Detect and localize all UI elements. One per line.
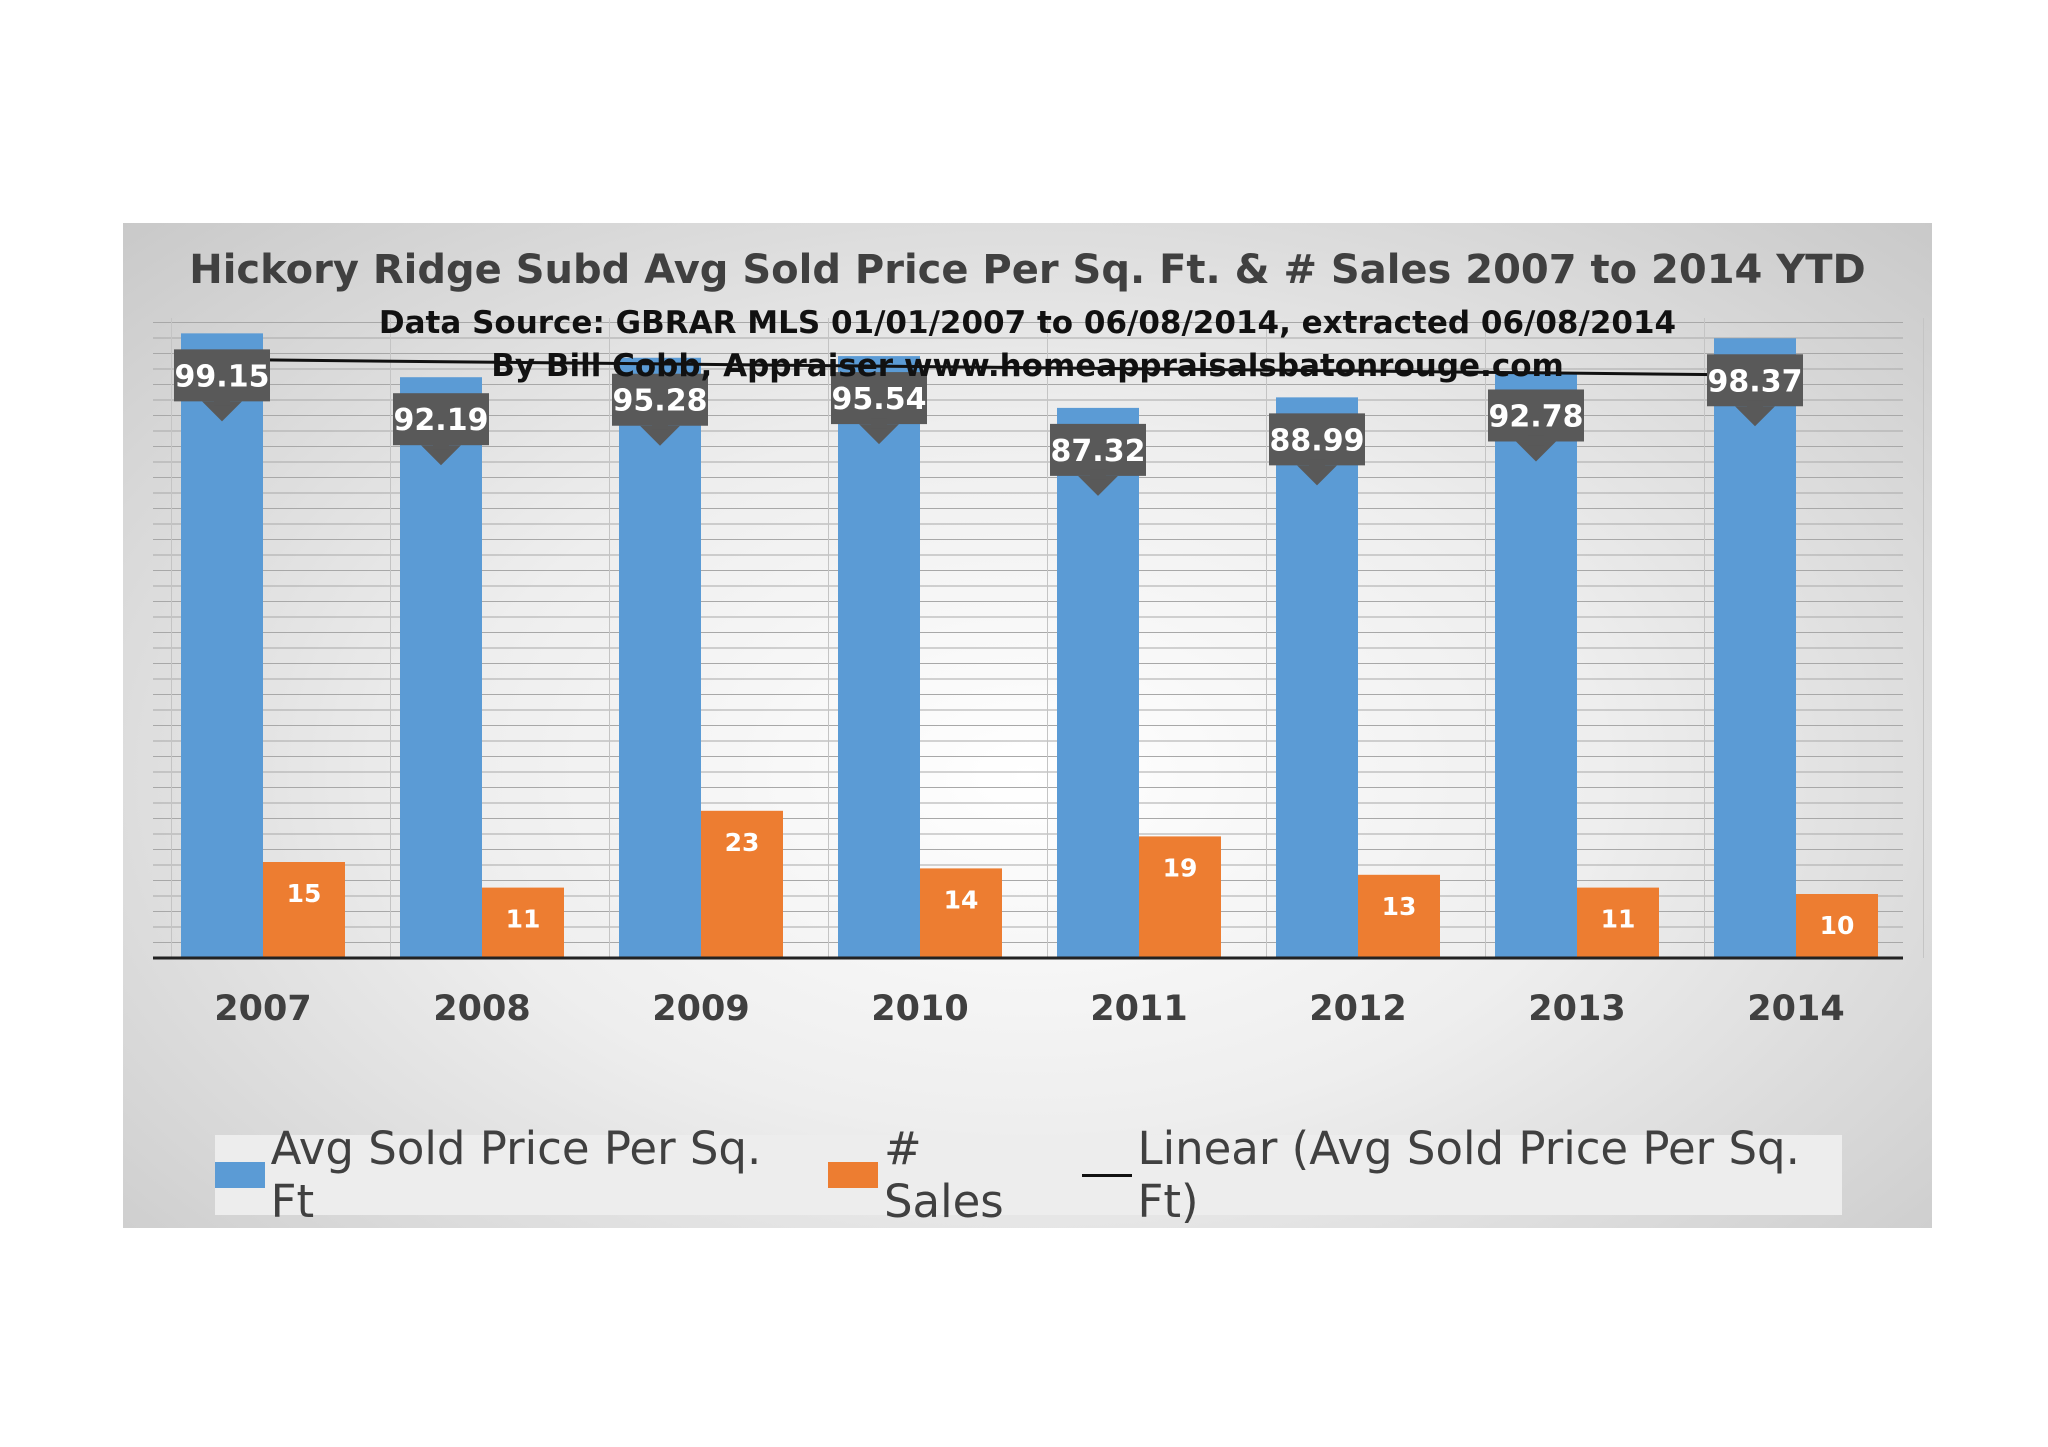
- x-axis: 2007 2008 2009 2010 2011 2012 2013 2014: [153, 956, 1903, 1029]
- data-label-price: 88.99: [1269, 413, 1365, 486]
- bar-avg-price: [181, 333, 263, 959]
- data-label-sales: 23: [725, 828, 760, 857]
- svg-text:88.99: 88.99: [1270, 423, 1365, 458]
- legend-item-trend: Linear (Avg Sold Price Per Sq. Ft): [1081, 1122, 1842, 1228]
- legend-swatch-trend: [1081, 1173, 1132, 1177]
- svg-text:99.15: 99.15: [175, 359, 270, 394]
- data-label-sales: 11: [506, 905, 541, 934]
- data-label-price: 98.37: [1707, 354, 1803, 427]
- legend-swatch-price: [215, 1162, 265, 1188]
- chart-plot: 99.15 15 92.19 11 95.28 23 95.54 14 87.32 19 88.99…: [153, 318, 1924, 1029]
- data-label-price: 92.78: [1488, 389, 1584, 462]
- data-label-sales: 15: [287, 879, 322, 908]
- bar-sales: [482, 887, 564, 958]
- legend-label-sales: # Sales: [883, 1122, 1004, 1228]
- chart-title: Hickory Ridge Subd Avg Sold Price Per Sq…: [189, 247, 1866, 293]
- bar-sales: [1577, 887, 1659, 958]
- trendline-linear: [262, 358, 1797, 377]
- bar-sales: [701, 810, 783, 958]
- svg-text:95.28: 95.28: [613, 384, 708, 419]
- legend-item-price: Avg Sold Price Per Sq. Ft: [215, 1122, 794, 1228]
- data-labels: 99.15 15 92.19 11 95.28 23 95.54 14 87.32 19 88.99…: [174, 349, 1854, 940]
- x-tick-label: 2011: [1090, 989, 1187, 1029]
- data-label-price: 95.54: [831, 372, 927, 445]
- x-tick-label: 2013: [1528, 989, 1625, 1029]
- x-tick-label: 2009: [652, 989, 749, 1029]
- data-label-price: 92.19: [393, 393, 489, 466]
- svg-text:92.19: 92.19: [394, 403, 489, 438]
- bar-sales: [1139, 836, 1221, 958]
- bar-avg-price: [838, 356, 920, 958]
- legend: Avg Sold Price Per Sq. Ft # Sales Linear…: [215, 1122, 1842, 1228]
- legend-item-sales: # Sales: [828, 1122, 1048, 1228]
- bar-sales: [1796, 894, 1878, 958]
- bars: [181, 333, 1878, 959]
- x-tick-label: 2014: [1747, 989, 1844, 1029]
- chart-panel: 99.15 15 92.19 11 95.28 23 95.54 14 87.32 19 88.99…: [123, 223, 1932, 1228]
- x-tick-label: 2007: [214, 989, 311, 1029]
- data-label-price: 95.28: [612, 373, 708, 446]
- bar-sales: [1358, 874, 1440, 958]
- trendline: [262, 358, 1797, 377]
- bar-avg-price: [619, 357, 701, 959]
- chart-subtitle-source: Data Source: GBRAR MLS 01/01/2007 to 06/…: [378, 305, 1677, 341]
- legend-swatch-sales: [828, 1162, 878, 1188]
- data-label-price: 99.15: [174, 349, 270, 422]
- bar-sales: [920, 868, 1002, 958]
- data-label-sales: 14: [944, 885, 979, 914]
- x-tick-label: 2008: [433, 989, 530, 1029]
- chart-subtitle-author: By Bill Cobb, Appraiser www.homeappraisa…: [491, 348, 1564, 384]
- bar-avg-price: [1276, 397, 1358, 958]
- data-label-sales: 19: [1163, 853, 1198, 882]
- data-label-sales: 13: [1382, 892, 1417, 921]
- svg-text:98.37: 98.37: [1708, 364, 1803, 399]
- bar-avg-price: [1714, 338, 1796, 958]
- x-tick-label: 2010: [871, 989, 968, 1029]
- data-label-sales: 10: [1820, 911, 1855, 940]
- svg-text:92.78: 92.78: [1489, 399, 1584, 434]
- data-label-price: 87.32: [1050, 423, 1146, 496]
- x-tick-label: 2012: [1309, 989, 1406, 1029]
- svg-text:87.32: 87.32: [1051, 434, 1146, 469]
- svg-text:95.54: 95.54: [832, 382, 927, 417]
- bar-avg-price: [400, 377, 482, 958]
- bar-sales: [263, 862, 345, 958]
- data-label-sales: 11: [1601, 905, 1636, 934]
- legend-label-trend: Linear (Avg Sold Price Per Sq. Ft): [1137, 1122, 1800, 1228]
- bar-avg-price: [1057, 407, 1139, 958]
- bar-avg-price: [1495, 373, 1577, 959]
- legend-label-price: Avg Sold Price Per Sq. Ft: [270, 1122, 762, 1228]
